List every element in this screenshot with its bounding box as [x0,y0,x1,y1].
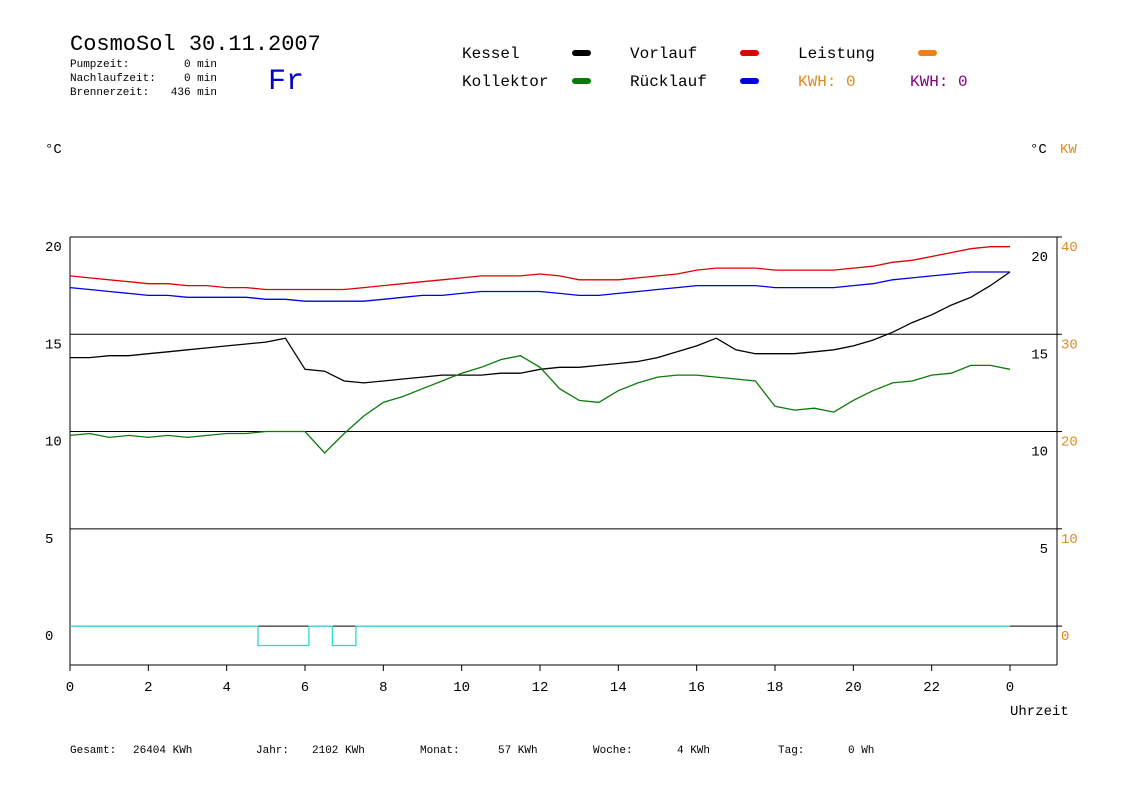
series-line [69,246,1010,291]
legend-label: Rücklauf [630,73,707,91]
y-tick-label: 0 [45,629,53,645]
x-tick-label: 18 [767,680,784,696]
info-label: Pumpzeit: [70,59,129,71]
footer-label: Woche: [593,745,633,757]
x-tick-label: 10 [453,680,470,696]
chart-title: CosmoSol 30.11.2007 [70,32,321,57]
info-label: Brennerzeit: [70,87,149,99]
y2-tick-label: 40 [1061,240,1078,256]
y2-tick-label: 30 [1061,337,1078,353]
legend-label: Leistung [798,45,875,63]
y2-axis-label: KW [1060,142,1077,158]
x-tick-label: 20 [845,680,862,696]
x-axis-label: Uhrzeit [1010,704,1069,720]
weekday: Fr [268,65,304,99]
x-tick-label: 14 [610,680,627,696]
footer-label: Monat: [420,745,460,757]
x-tick-label: 6 [301,680,309,696]
info-value: 436 min [171,87,217,99]
y-tick-label: 10 [45,435,62,451]
y2-tick-label: 10 [1061,532,1078,548]
legend-label: Kollektor [462,73,548,91]
x-tick-label: 16 [688,680,705,696]
footer-value: 2102 KWh [312,745,365,757]
footer-value: 0 Wh [848,745,874,757]
x-tick-label: 22 [923,680,940,696]
legend-swatch [918,50,937,56]
series-line [69,271,1010,302]
x-tick-label: 8 [379,680,387,696]
y2-tick-label: 0 [1061,629,1069,645]
info-label: Nachlaufzeit: [70,73,156,85]
legend-swatch [740,78,759,84]
y-right-tick-label: 15 [1031,347,1048,363]
y-right-tick-label: 20 [1031,250,1048,266]
y-tick-label: 20 [45,240,62,256]
legend-swatch [572,50,591,56]
footer-value: 26404 KWh [133,745,192,757]
series-line [70,625,1010,647]
kwh-label: KWH: 0 [910,73,968,91]
footer-value: 57 KWh [498,745,538,757]
legend-swatch [740,50,759,56]
y2-tick-label: 20 [1061,435,1078,451]
x-tick-label: 4 [222,680,230,696]
y-right-tick-label: 5 [1040,542,1048,558]
footer-label: Jahr: [256,745,289,757]
y-tick-label: 5 [45,532,53,548]
info-value: 0 min [184,59,217,71]
y-axis-label: °C [45,142,62,158]
footer-label: Tag: [778,745,804,757]
info-value: 0 min [184,73,217,85]
footer-label: Gesamt: [70,745,116,757]
x-tick-label: 0 [1006,680,1014,696]
x-tick-label: 0 [66,680,74,696]
y-right-tick-label: 10 [1031,445,1048,461]
legend-label: Kessel [462,45,520,63]
kwh-label: KWH: 0 [798,73,856,91]
x-tick-label: 2 [144,680,152,696]
legend-swatch [572,78,591,84]
series-line [70,271,1011,384]
y2-axis-label: °C [1030,142,1047,158]
series-line [69,355,1011,454]
legend-label: Vorlauf [630,45,697,63]
y-tick-label: 15 [45,337,62,353]
x-tick-label: 12 [532,680,549,696]
footer-value: 4 KWh [677,745,710,757]
